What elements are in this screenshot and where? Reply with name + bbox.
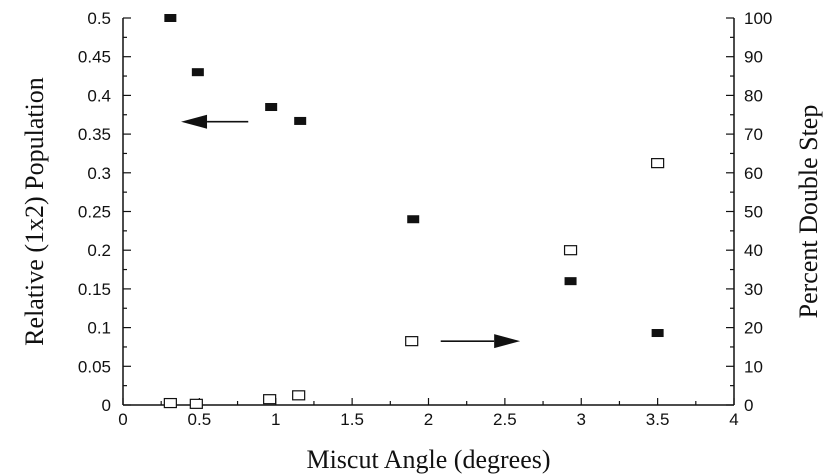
y-tick-label: 0.05 xyxy=(78,357,111,376)
y-tick-label: 0.25 xyxy=(78,203,111,222)
y2-tick-label: 30 xyxy=(744,280,763,299)
x-tick-label: 0.5 xyxy=(188,410,212,429)
y2-tick-label: 100 xyxy=(744,9,772,28)
annotations xyxy=(181,114,521,349)
x-tick-label: 1.5 xyxy=(340,410,364,429)
y-tick-label: 0.35 xyxy=(78,125,111,144)
y-tick-label: 0.3 xyxy=(87,164,111,183)
y2-tick-label: 40 xyxy=(744,241,763,260)
marks xyxy=(163,14,665,409)
y2-tick-label: 20 xyxy=(744,319,763,338)
y-tick-label: 0.45 xyxy=(78,48,111,67)
data-point-open-square xyxy=(163,397,177,409)
x-tick-label: 2.5 xyxy=(493,410,517,429)
data-point-filled-square xyxy=(294,116,307,125)
data-point-open-square xyxy=(651,158,665,169)
y-tick-label: 0.2 xyxy=(87,241,111,260)
x-tick-label: 4 xyxy=(729,410,738,429)
y2-tick-label: 50 xyxy=(744,203,763,222)
y-axis-label: Relative (1x2) Population xyxy=(20,77,49,346)
x-axis-label: Miscut Angle (degrees) xyxy=(306,445,550,474)
y2-tick-label: 80 xyxy=(744,86,763,105)
ticks: 0 0.5 1 1.5 2 2.5 3 3.5 400.050.10.150.20.250.30… xyxy=(78,9,772,429)
data-point-filled-square xyxy=(564,277,577,286)
x-tick-label: 2 xyxy=(424,410,433,429)
y-tick-label: 0.4 xyxy=(87,86,111,105)
x-tick-label: 1 xyxy=(271,410,280,429)
x-tick-label: 3.5 xyxy=(646,410,670,429)
data-point-open-square xyxy=(292,390,306,401)
data-point-filled-square xyxy=(164,14,177,22)
y2-tick-label: 0 xyxy=(744,396,753,415)
y-tick-label: 0.15 xyxy=(78,280,111,299)
data-point-open-square xyxy=(405,336,419,347)
data-point-open-square xyxy=(189,398,203,409)
y2-tick-label: 10 xyxy=(744,357,763,376)
data-point-filled-square xyxy=(191,68,204,77)
y2-tick-label: 60 xyxy=(744,164,763,183)
data-point-filled-square xyxy=(265,103,278,112)
data-point-filled-square xyxy=(651,329,664,338)
y2-axis-label: Percent Double Step xyxy=(794,105,823,319)
arrow-head-right xyxy=(494,334,521,349)
y2-tick-label: 90 xyxy=(744,48,763,67)
arrow-head-left xyxy=(181,114,208,129)
y2-tick-label: 70 xyxy=(744,125,763,144)
data-point-open-square xyxy=(563,245,578,256)
x-tick-label: 3 xyxy=(577,410,586,429)
y-tick-label: 0 xyxy=(102,396,111,415)
y-tick-label: 0.1 xyxy=(87,319,111,338)
data-point-open-square xyxy=(263,394,277,405)
y-tick-label: 0.5 xyxy=(87,9,111,28)
axes xyxy=(122,18,735,406)
x-tick-label: 0 xyxy=(118,410,127,429)
data-point-filled-square xyxy=(407,215,420,224)
